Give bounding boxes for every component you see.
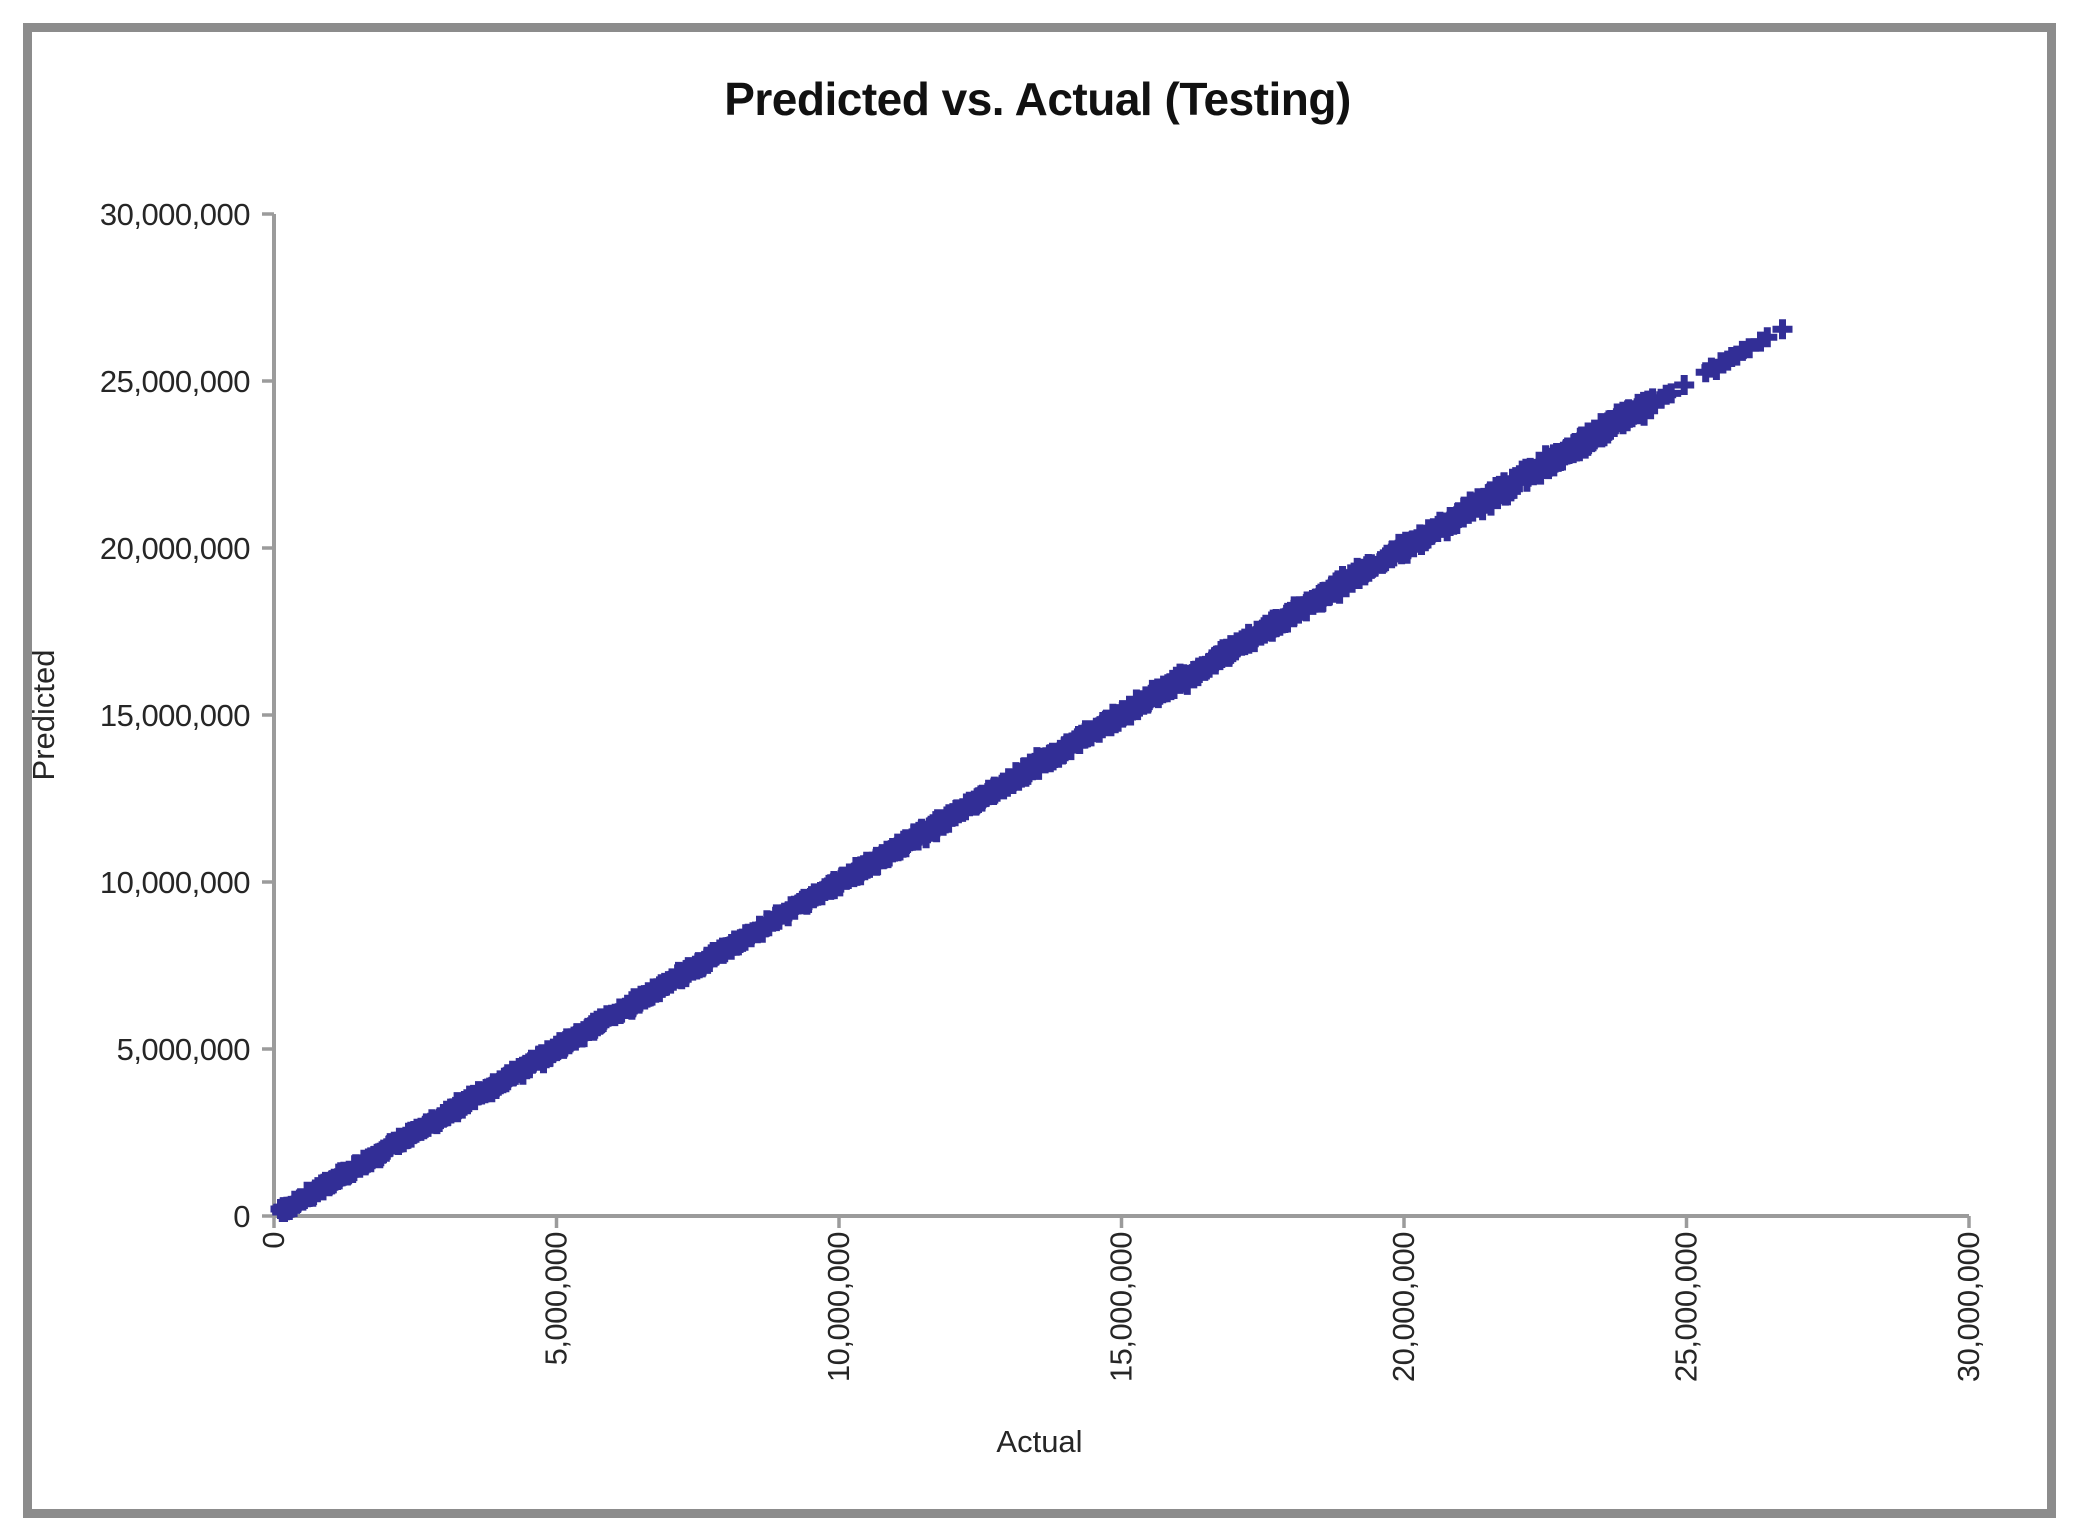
y-tick-label: 20,000,000 — [100, 531, 250, 566]
x-axis-title: Actual — [996, 1424, 1082, 1459]
y-axis-title: Predicted — [26, 650, 61, 781]
x-tick-label: 25,000,000 — [1669, 1232, 1704, 1382]
y-tick-label: 30,000,000 — [100, 197, 250, 232]
x-tick-label: 0 — [256, 1232, 291, 1249]
x-tick-label: 5,000,000 — [539, 1232, 574, 1366]
chart-title: Predicted vs. Actual (Testing) — [724, 73, 1351, 125]
x-tick-label: 30,000,000 — [1951, 1232, 1986, 1382]
y-tick-label: 10,000,000 — [100, 865, 250, 900]
y-tick-label: 15,000,000 — [100, 698, 250, 733]
y-tick-label: 25,000,000 — [100, 364, 250, 399]
y-tick-label: 0 — [233, 1199, 250, 1234]
chart-border-frame — [23, 23, 2056, 1518]
scatter-series-band — [270, 388, 1665, 1222]
x-tick-label: 20,000,000 — [1386, 1232, 1421, 1382]
scatter-series-tail-points — [1651, 319, 1793, 409]
x-tick-label: 10,000,000 — [821, 1232, 856, 1382]
x-tick-label: 15,000,000 — [1104, 1232, 1139, 1382]
y-tick-label: 5,000,000 — [117, 1032, 251, 1067]
